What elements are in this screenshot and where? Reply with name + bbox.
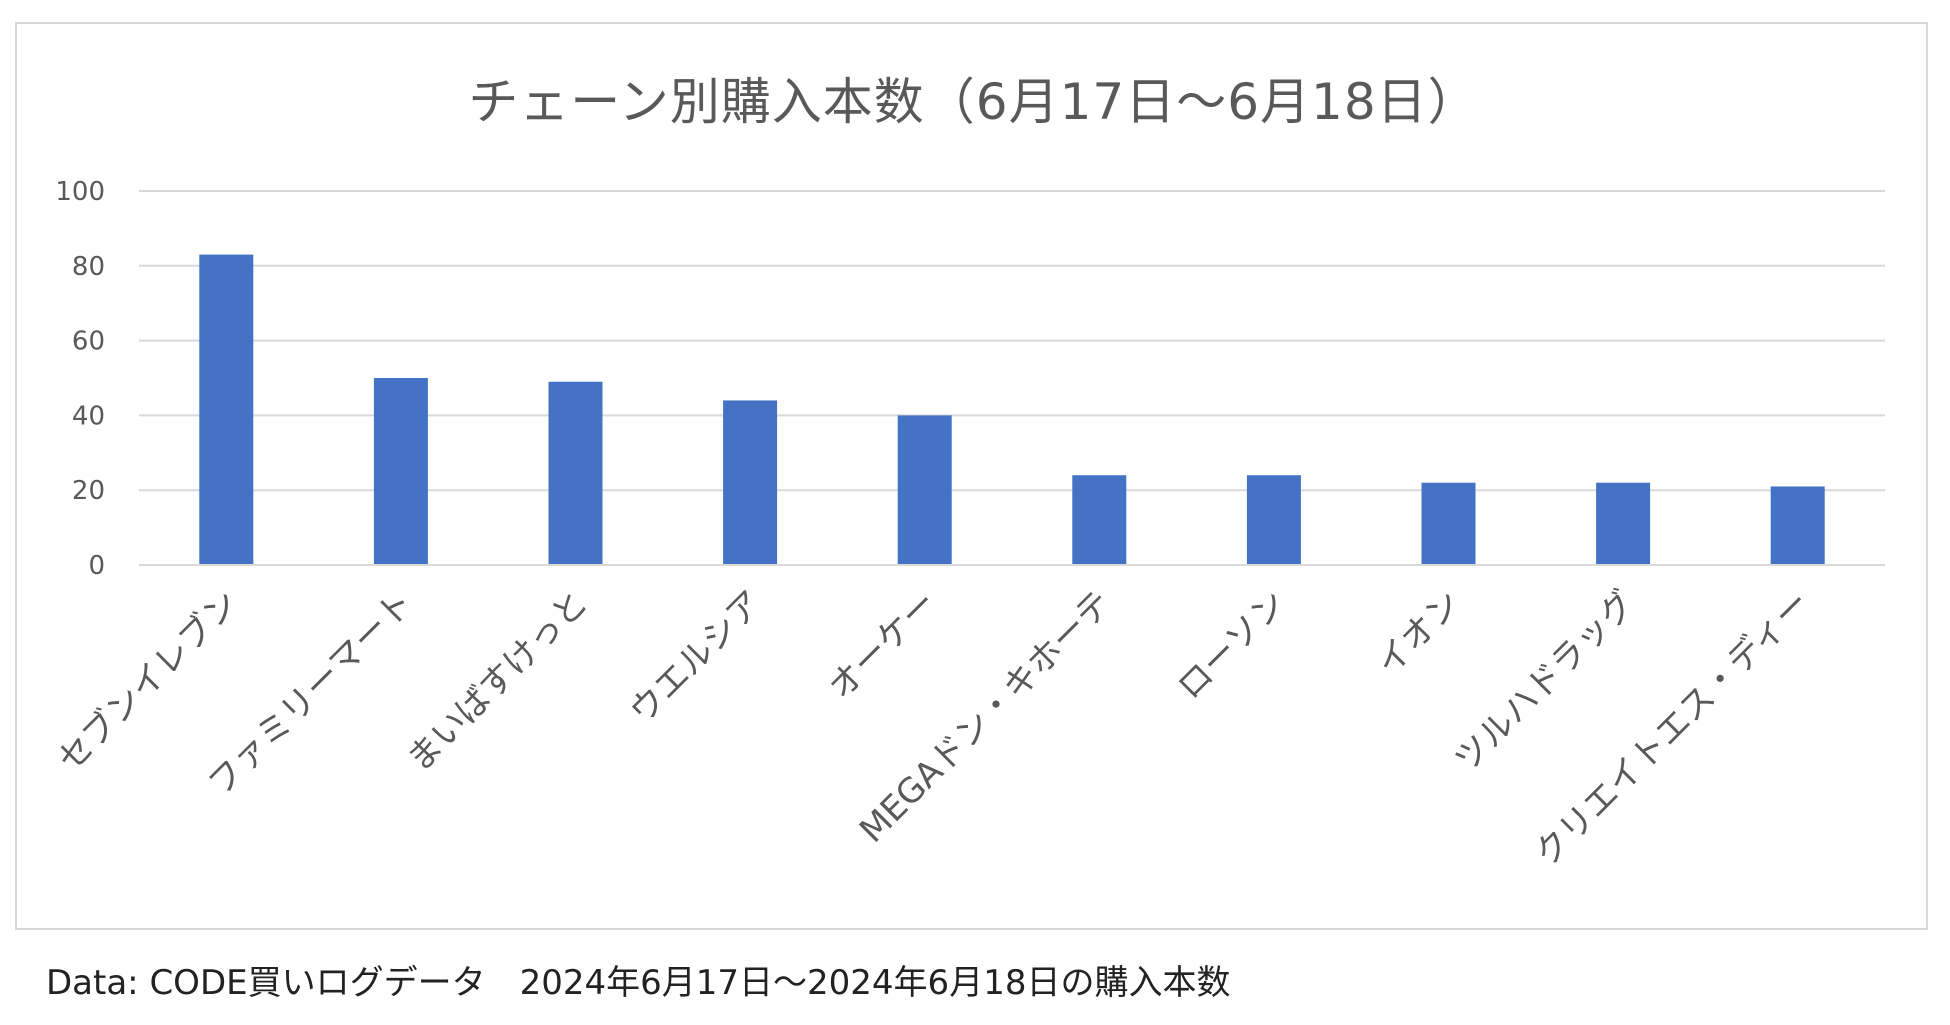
y-tick-label: 60 — [72, 327, 105, 357]
x-category-label: ローソン — [1170, 583, 1294, 707]
x-category-label: イオン — [1368, 583, 1468, 683]
bar — [548, 381, 603, 565]
y-tick-label: 0 — [88, 551, 105, 581]
x-category-label: まいばすけっと — [399, 583, 596, 780]
y-tick-label: 40 — [72, 401, 105, 431]
chart-frame: チェーン別購入本数（6月17日〜6月18日） 0 20 40 60 80 100 セブンイ… — [15, 22, 1928, 930]
x-category-label: ウエルシア — [622, 583, 770, 731]
y-axis-ticks: 0 20 40 60 80 100 — [55, 177, 105, 581]
bar — [1596, 482, 1651, 565]
y-tick-label: 80 — [72, 252, 105, 282]
bar — [1421, 482, 1476, 565]
y-tick-label: 20 — [72, 476, 105, 506]
bar — [723, 400, 778, 565]
bar — [897, 415, 952, 565]
bar — [1246, 475, 1301, 565]
source-note: Data: CODE買いログデータ 2024年6月17日〜2024年6月18日の… — [46, 963, 1231, 1003]
x-category-label: ツルハドラッグ — [1447, 583, 1644, 780]
x-category-label: セブンイレブン — [50, 583, 247, 780]
bar — [1770, 486, 1825, 565]
x-category-label: オーケー — [821, 583, 945, 707]
y-tick-label: 100 — [55, 177, 105, 207]
bars — [139, 254, 1885, 566]
bar — [1072, 475, 1127, 565]
chart-title: チェーン別購入本数（6月17日〜6月18日） — [468, 73, 1479, 131]
bar — [373, 378, 428, 565]
bar — [199, 254, 254, 565]
